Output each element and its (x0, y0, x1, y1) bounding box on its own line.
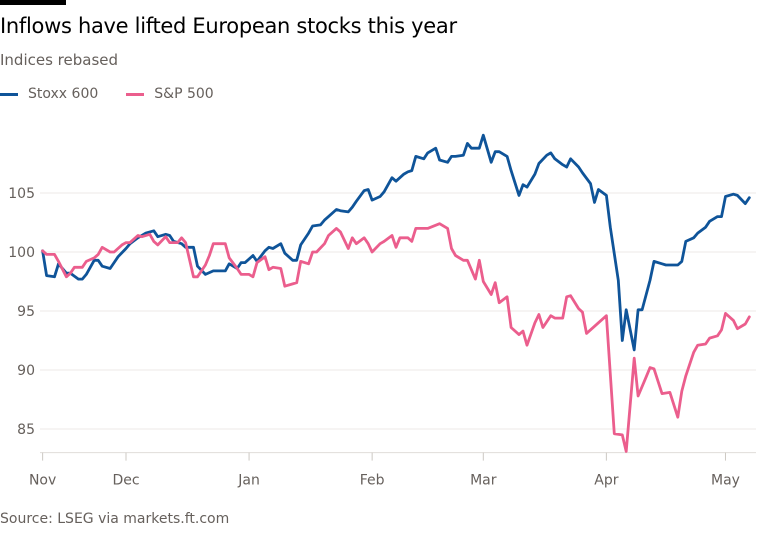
legend-item-sp-500: S&P 500 (126, 86, 214, 102)
legend-label-stoxx-600: Stoxx 600 (28, 86, 99, 102)
chart-title: Inflows have lifted European stocks this… (0, 14, 457, 38)
x-tick-label: Dec (112, 473, 139, 489)
x-tick-label: Feb (360, 473, 385, 489)
legend-label-sp-500: S&P 500 (154, 86, 214, 102)
chart-subtitle: Indices rebased (0, 51, 119, 69)
x-tick-label: Mar (470, 473, 497, 489)
x-tick-label: May (711, 473, 740, 489)
legend-item-stoxx-600: Stoxx 600 (0, 86, 98, 102)
x-tick-label: Apr (594, 473, 618, 489)
source-note: Source: LSEG via markets.ft.com (0, 511, 230, 527)
x-tick-label: Jan (237, 473, 260, 489)
y-tick-label: 90 (17, 363, 35, 379)
y-tick-label: 85 (17, 422, 35, 438)
x-tick-label: Nov (29, 473, 56, 489)
y-tick-label: 95 (17, 304, 35, 320)
series-line-s-p-500 (41, 222, 751, 453)
y-tick-label: 100 (8, 245, 35, 261)
legend: Stoxx 600 S&P 500 (0, 86, 214, 102)
series-line-stoxx-600 (41, 133, 751, 352)
legend-swatch-sp-500 (126, 92, 145, 96)
ft-top-bar (0, 0, 66, 5)
legend-swatch-stoxx-600 (0, 92, 18, 96)
y-tick-label: 105 (8, 186, 35, 202)
